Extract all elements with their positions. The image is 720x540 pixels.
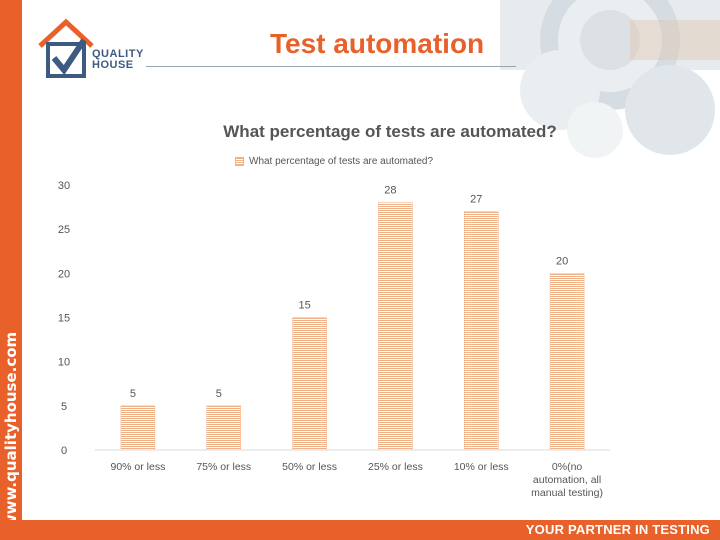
sidebar-strip: www.qualityhouse.com (0, 0, 22, 528)
x-tick-label: 75% or less (196, 461, 251, 473)
y-tick-label: 10 (58, 357, 70, 369)
y-tick-label: 25 (58, 224, 70, 236)
bar (378, 202, 413, 451)
footer-bar: YOUR PARTNER IN TESTING (0, 520, 720, 540)
logo-word-quality: QUALITY (92, 48, 144, 60)
x-tick-label: 25% or less (368, 461, 423, 473)
y-tick-label: 0 (61, 445, 67, 457)
data-label: 5 (130, 388, 136, 400)
chart-title: What percentage of tests are automated? (223, 122, 557, 141)
chart-legend: What percentage of tests are automated? (235, 156, 433, 167)
data-label: 5 (216, 388, 222, 400)
x-tick-label: 0%(no automation, all manual testing) (531, 461, 603, 499)
logo-word-house: HOUSE (92, 59, 134, 71)
x-tick-label: 10% or less (454, 461, 509, 473)
data-label: 20 (556, 255, 568, 267)
legend-label: What percentage of tests are automated? (249, 156, 433, 167)
y-tick-label: 20 (58, 268, 70, 280)
x-tick-label: 90% or less (110, 461, 165, 473)
y-tick-label: 5 (61, 401, 67, 413)
bar (120, 405, 156, 451)
page-title: Test automation (270, 28, 485, 59)
data-label: 27 (470, 194, 482, 206)
footer-tagline: YOUR PARTNER IN TESTING (525, 522, 710, 537)
bar (292, 317, 327, 451)
data-label: 15 (298, 300, 310, 312)
data-label: 28 (384, 185, 396, 197)
bar (464, 211, 499, 451)
x-tick-label: 50% or less (282, 461, 337, 473)
gears-decoration (500, 0, 720, 170)
y-tick-label: 30 (58, 180, 70, 192)
bar (549, 273, 585, 451)
quality-house-logo (38, 18, 94, 78)
header-rule (146, 66, 516, 67)
bar (206, 405, 241, 451)
legend-swatch (235, 157, 244, 166)
y-tick-label: 15 (58, 313, 70, 325)
